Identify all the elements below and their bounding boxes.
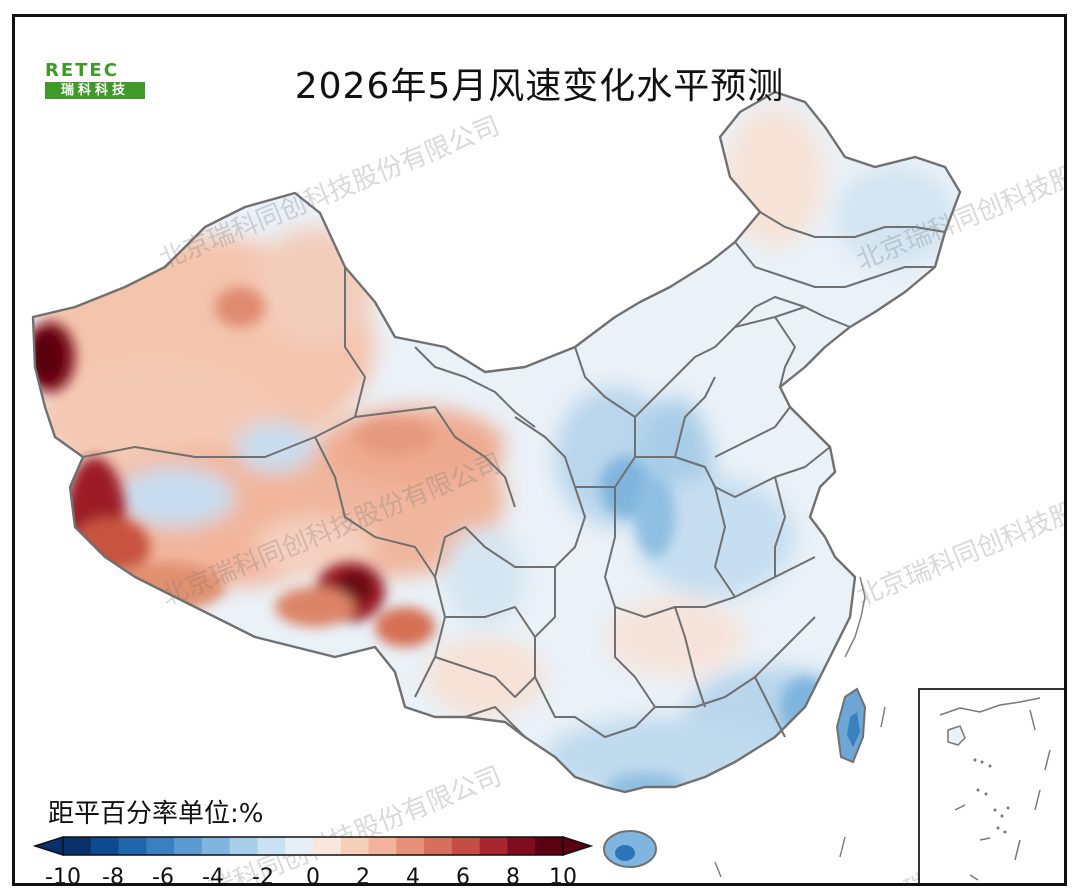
china-wind-anomaly-map bbox=[31, 90, 962, 878]
colorbar-tick-label: -10 bbox=[45, 865, 81, 886]
colorbar-tick-label: 10 bbox=[549, 865, 577, 886]
taiwan-core bbox=[847, 712, 860, 747]
coastline-islands bbox=[714, 576, 886, 878]
colorbar-swatch bbox=[451, 837, 481, 855]
colorbar bbox=[33, 835, 593, 857]
colorbar-swatch bbox=[507, 837, 536, 855]
colorbar-tick-label: -2 bbox=[252, 865, 274, 886]
colorbar-swatch bbox=[146, 837, 175, 855]
company-logo: RETEC 瑞科科技 bbox=[45, 61, 145, 101]
colorbar-tick-label: -8 bbox=[102, 865, 124, 886]
colorbar-swatch bbox=[257, 837, 286, 855]
colorbar-swatch bbox=[424, 837, 453, 855]
colorbar-tick-label: 4 bbox=[406, 865, 420, 886]
map-frame: 北京瑞科同创科技股份有限公司 北京瑞科同创科技股份有限公司 北京瑞科同创科技股份… bbox=[12, 14, 1067, 886]
colorbar-swatch bbox=[313, 837, 342, 855]
colorbar-swatch bbox=[479, 837, 508, 855]
colorbar-tick-label: 6 bbox=[456, 865, 470, 886]
map-title: 2026年5月风速变化水平预测 bbox=[294, 66, 785, 107]
colorbar-swatch bbox=[90, 837, 120, 855]
hainan-core bbox=[615, 845, 635, 861]
south-china-sea-inset bbox=[918, 688, 1064, 883]
logo-top-text: RETEC bbox=[45, 60, 119, 81]
colorbar-tick-label: 0 bbox=[306, 865, 320, 886]
colorbar-tick-label: -4 bbox=[202, 865, 224, 886]
province-boundaries bbox=[31, 90, 962, 794]
colorbar-right-arrow bbox=[562, 835, 593, 857]
colorbar-outline bbox=[62, 836, 564, 856]
colorbar-swatch bbox=[535, 837, 564, 855]
colorbar-swatch bbox=[118, 837, 147, 855]
colorbar-tick-label: 8 bbox=[506, 865, 520, 886]
colorbar-swatch bbox=[285, 837, 314, 855]
colorbar-swatch bbox=[368, 837, 397, 855]
colorbar-swatch bbox=[63, 837, 92, 855]
colorbar-unit-label: 距平百分率单位:% bbox=[48, 799, 264, 829]
colorbar-swatch bbox=[396, 837, 425, 855]
colorbar-left-arrow bbox=[33, 835, 64, 857]
colorbar-swatch bbox=[201, 837, 231, 855]
colorbar-tick-label: -6 bbox=[152, 865, 174, 886]
colorbar-swatch bbox=[229, 837, 258, 855]
colorbar-tick-label: 2 bbox=[356, 865, 370, 886]
anomaly-field bbox=[33, 107, 955, 792]
colorbar-swatch bbox=[174, 837, 203, 855]
logo-bottom-text: 瑞科科技 bbox=[45, 82, 145, 99]
colorbar-swatch bbox=[340, 837, 370, 855]
inset-map bbox=[939, 697, 1051, 881]
